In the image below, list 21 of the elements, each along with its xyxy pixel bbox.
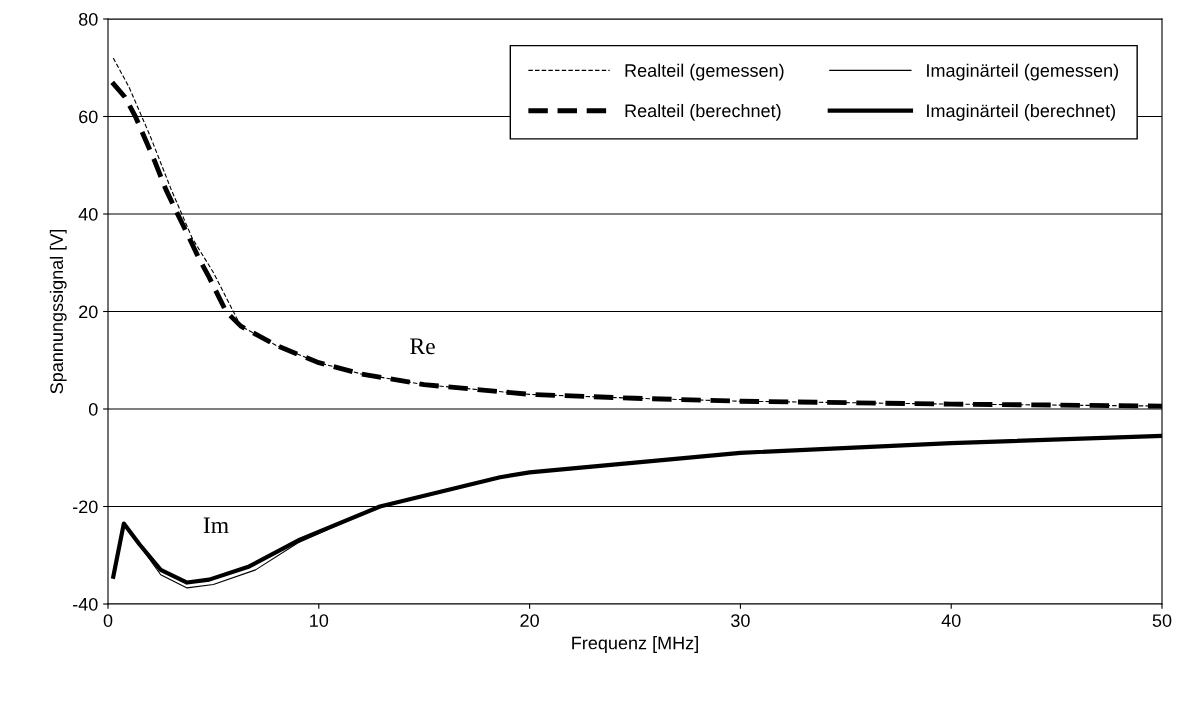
x-tick-label: 10: [310, 614, 329, 627]
y-tick-label: -40: [72, 597, 98, 611]
x-tick-label: 30: [731, 614, 750, 627]
y-tick-label: -20: [72, 500, 98, 514]
legend-label: Imaginärteil (gemessen): [927, 63, 1118, 81]
y-tick-label: 0: [88, 402, 98, 416]
y-tick-label: 20: [79, 305, 98, 319]
x-tick-label: 0: [103, 614, 113, 627]
y-tick-label: 80: [78, 12, 98, 26]
x-axis-title: Frequenz [MHz]: [572, 636, 698, 653]
legend-label: Realteil (berechnet): [625, 103, 781, 121]
y-tick-label: 60: [79, 110, 98, 124]
x-tick-label: 50: [1152, 614, 1172, 627]
legend-label: Imaginärteil (berechnet): [927, 103, 1115, 121]
y-tick-label: 40: [78, 207, 98, 221]
x-tick-label: 40: [941, 614, 961, 627]
y-axis-title: Spannungssignal [V]: [49, 229, 67, 394]
x-tick-label: 20: [520, 614, 539, 627]
legend-label: Realteil (gemessen): [625, 63, 784, 81]
annotation: Im: [203, 517, 229, 534]
annotation: Re: [410, 338, 435, 355]
